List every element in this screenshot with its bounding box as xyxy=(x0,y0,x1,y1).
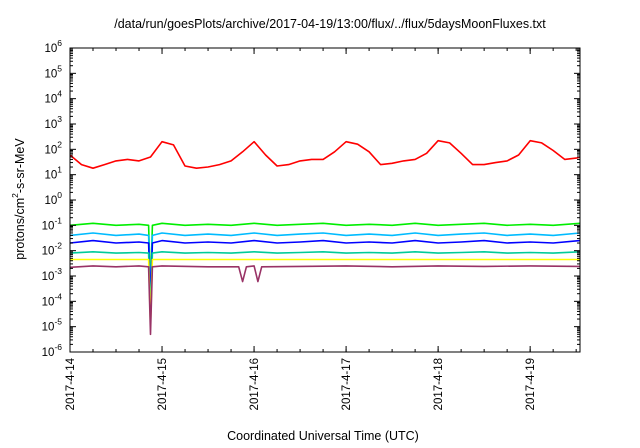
y-tick-label: 10-4 xyxy=(42,291,63,308)
x-axis-label: Coordinated Universal Time (UTC) xyxy=(227,429,419,443)
y-axis-label: protons/cm2-s-sr-MeV xyxy=(10,138,27,260)
chart-title: /data/run/goesPlots/archive/2017-04-19/1… xyxy=(114,17,546,31)
series-line-0 xyxy=(69,139,581,169)
x-tick-label: 2017-4-17 xyxy=(341,358,353,410)
series-line-3 xyxy=(69,239,581,303)
plot-frame xyxy=(69,47,581,353)
x-tick-label: 2017-4-18 xyxy=(433,358,445,410)
y-tick-label: 104 xyxy=(44,89,62,106)
y-tick-label: 10-1 xyxy=(42,215,63,232)
series-line-6 xyxy=(69,265,581,336)
y-label-prefix: protons/cm xyxy=(13,198,27,260)
series-line-4 xyxy=(69,251,581,316)
axes-layer: 106 105 104 103 102 101 100 10-1 10-2 10-3 10-4 10-… xyxy=(42,38,581,410)
x-tick-label: 2017-4-15 xyxy=(157,358,169,410)
y-tick-label: 10-5 xyxy=(42,317,63,334)
x-tick-label: 2017-4-16 xyxy=(249,358,261,410)
series-line-5 xyxy=(70,258,580,328)
y-label-sup: 2 xyxy=(10,193,20,198)
y-tick-label: 10-6 xyxy=(42,342,63,359)
y-tick-label: 102 xyxy=(44,139,62,156)
series-layer xyxy=(69,139,581,336)
x-tick-label: 2017-4-14 xyxy=(65,357,77,410)
y-tick-label: 103 xyxy=(44,114,62,131)
y-tick-label: 101 xyxy=(44,165,62,182)
x-tick-label: 2017-4-19 xyxy=(525,358,537,410)
y-tick-label: 106 xyxy=(44,38,62,55)
y-tick-label: 105 xyxy=(44,63,62,80)
svg-text:protons/cm2-s-sr-MeV: protons/cm2-s-sr-MeV xyxy=(10,138,27,260)
y-tick-label: 10-3 xyxy=(42,266,63,283)
y-tick-label: 100 xyxy=(44,190,62,207)
y-tick-label: 10-2 xyxy=(42,241,63,258)
y-label-suffix: -s-sr-MeV xyxy=(13,138,27,194)
